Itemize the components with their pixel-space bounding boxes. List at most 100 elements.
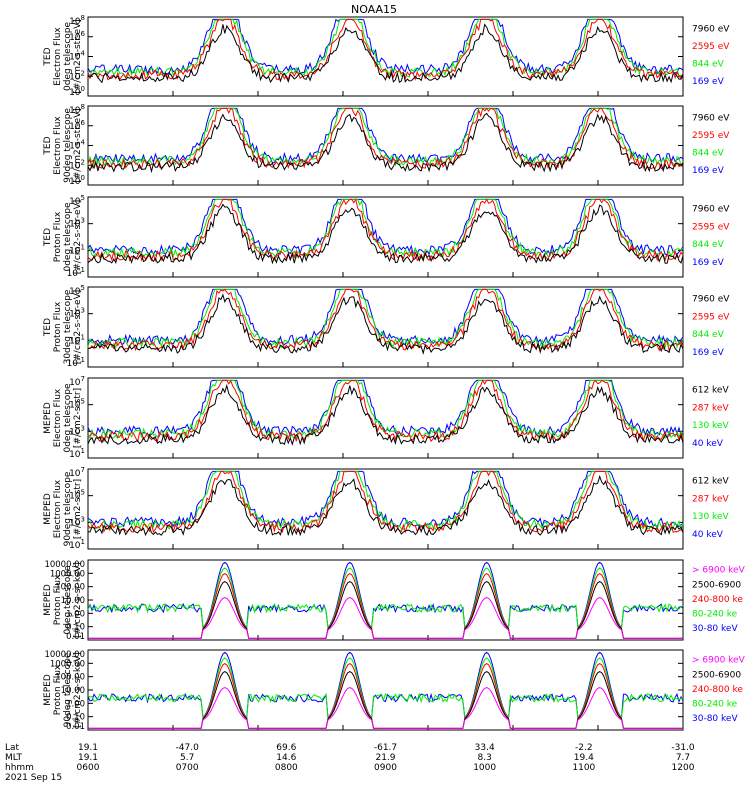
series-line — [87, 383, 684, 446]
chart-title: NOAA15 — [351, 3, 397, 16]
series-line — [87, 198, 684, 257]
y-axis-label: TEDElectron Flux0deg telescope[#/cm2-s-s… — [43, 19, 83, 94]
footer-value: 1100 — [572, 763, 595, 773]
plot-frame — [87, 559, 684, 641]
y-tick-label: 107 — [69, 375, 85, 388]
legend-entry: 30-80 keV — [692, 624, 738, 634]
footer-value: 8.3 — [478, 753, 492, 763]
y-tick-label: 103 — [69, 217, 85, 230]
y-tick-label: 108 — [69, 103, 85, 116]
y-tick-label: 103 — [69, 307, 85, 320]
legend-entry: 240-800 ke — [692, 595, 743, 605]
footer-value: -2.2 — [575, 743, 593, 753]
y-tick-label: 104 — [69, 139, 85, 152]
legend-entry: 7960 eV — [692, 25, 730, 35]
series-line — [87, 107, 684, 168]
series-line — [87, 293, 684, 355]
y-tick-label: 10.00 — [61, 596, 85, 606]
series-line — [87, 288, 684, 350]
y-tick-label: 100.00 — [55, 583, 85, 593]
legend-entry: 169 eV — [692, 166, 725, 176]
footer-value: -47.0 — [176, 743, 200, 753]
y-tick-label: 100 — [69, 85, 85, 98]
legend-entry: 612 keV — [692, 477, 729, 487]
footer-value: 5.7 — [180, 753, 194, 763]
legend-entry: 2595 eV — [692, 222, 730, 232]
y-tick-label: 1000.00 — [50, 569, 85, 579]
footer-row-label: MLT — [5, 753, 23, 763]
legend-entry: 612 keV — [692, 386, 729, 396]
plot-frame — [87, 196, 684, 278]
footer-value: -61.7 — [374, 743, 397, 753]
legend-entry: 40 keV — [692, 439, 724, 449]
footer-value: 33.4 — [475, 743, 495, 753]
y-tick-label: 1.00 — [66, 609, 85, 619]
y-tick-label: 105 — [69, 284, 85, 297]
footer-value: 21.9 — [375, 753, 395, 763]
y-tick-label: 103 — [69, 424, 85, 437]
legend-entry: 169 eV — [692, 348, 725, 358]
legend-entry: 7960 eV — [692, 114, 730, 124]
plot-frame — [87, 468, 684, 550]
y-tick-label: 101 — [69, 538, 85, 551]
y-tick-label: 107 — [69, 466, 85, 479]
legend-entry: 7960 eV — [692, 295, 730, 305]
panel-8: 0.010.10 1.00 10.00 100.00 1000.0010000.00ME… — [43, 649, 746, 732]
plot-frame — [87, 286, 684, 368]
legend-entry: > 6900 keV — [692, 656, 746, 666]
legend-entry: 130 keV — [692, 421, 729, 431]
y-tick-label: 10-1 — [67, 356, 85, 369]
y-tick-label: 10-1 — [67, 266, 85, 279]
legend-entry: 240-800 ke — [692, 685, 743, 695]
legend-entry: 169 eV — [692, 258, 725, 268]
y-axis-label: TEDProton Flux30deg telescope[#/cm2-s-st… — [43, 289, 83, 364]
series-line — [88, 581, 683, 639]
y-axis-label: TEDElectron Flux90deg telescope[#/cm2-s-… — [43, 108, 83, 183]
series-line — [87, 470, 684, 534]
footer-value: 0600 — [77, 763, 100, 773]
legend-entry: 844 eV — [692, 149, 725, 159]
legend-entry: > 6900 keV — [692, 566, 746, 576]
series-line — [87, 107, 684, 170]
legend-entry: 2595 eV — [692, 312, 730, 322]
footer-value: 1000 — [473, 763, 496, 773]
legend-entry: 80-240 ke — [692, 699, 738, 709]
legend-entry: 2595 eV — [692, 131, 730, 141]
y-tick-label: 10000.00 — [44, 650, 85, 660]
y-axis-label: MEPEDElectron Flux0deg telescope[#/cm2-s… — [43, 383, 83, 453]
y-axis-label: MEPEDProton Flux0deg telescope[#/cm2-s-s… — [43, 562, 83, 638]
legend-entry: 7960 eV — [692, 205, 730, 215]
legend-entry: 169 eV — [692, 77, 725, 87]
y-axis-label: MEPEDElectron Flux90deg telescope[#/cm2-… — [43, 471, 83, 546]
footer-value: 19.1 — [78, 743, 98, 753]
y-tick-label: 101 — [69, 333, 85, 346]
y-tick-label: 1000.00 — [50, 659, 85, 669]
y-tick-label: 100 — [69, 174, 85, 187]
y-tick-label: 105 — [69, 489, 85, 502]
plot-frame — [87, 377, 684, 459]
y-tick-label: 106 — [69, 119, 85, 132]
footer-value: 69.6 — [276, 743, 296, 753]
y-tick-label: 102 — [69, 69, 85, 82]
series-line — [87, 470, 684, 532]
y-tick-label: 0.01 — [66, 722, 85, 732]
y-axis-label: TEDProton Flux0deg telescope[#/cm2-s-str… — [43, 200, 83, 275]
plot-frame — [87, 16, 684, 97]
y-tick-label: 1.00 — [66, 699, 85, 709]
legend-entry: 2500-6900 — [692, 580, 741, 590]
legend-entry: 30-80 keV — [692, 714, 738, 724]
series-line — [88, 597, 683, 639]
footer-value: 19.1 — [78, 753, 98, 763]
series-line — [87, 203, 684, 265]
series-line — [88, 687, 683, 729]
footer-value: -31.0 — [671, 743, 695, 753]
footer-value: 7.7 — [676, 753, 690, 763]
y-tick-label: 0.10 — [66, 713, 85, 723]
series-line — [87, 18, 684, 76]
y-tick-label: 10000.00 — [44, 560, 85, 570]
y-tick-label: 106 — [69, 30, 85, 43]
